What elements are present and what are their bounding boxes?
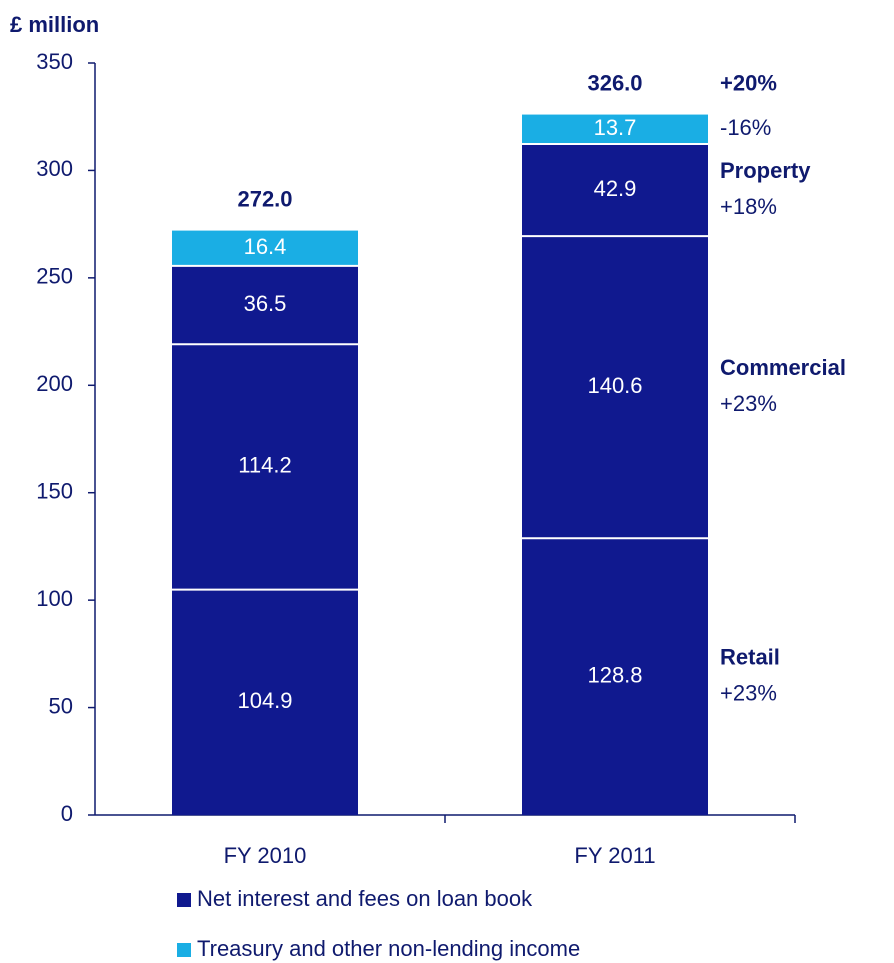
total-change: +20% [720, 70, 777, 95]
bar-segment [172, 344, 358, 590]
y-tick-label: 50 [49, 693, 73, 718]
segment-label: 104.9 [237, 688, 292, 713]
segment-label: 128.8 [587, 662, 642, 687]
series-name: Retail [720, 644, 780, 669]
bar-segment [522, 144, 708, 237]
series-change: +23% [720, 680, 777, 705]
y-tick-label: 150 [36, 479, 73, 504]
total-label: 326.0 [587, 70, 642, 95]
series-name: Property [720, 158, 811, 183]
x-tick-label: FY 2010 [224, 843, 307, 868]
bar-segment [172, 265, 358, 345]
legend-label: Net interest and fees on loan book [197, 886, 533, 911]
legend-swatch [177, 893, 191, 907]
total-label: 272.0 [237, 186, 292, 211]
segment-label: 16.4 [244, 234, 287, 259]
legend-swatch [177, 943, 191, 957]
segment-label: 36.5 [244, 291, 287, 316]
segment-label: 42.9 [594, 176, 637, 201]
y-tick-label: 350 [36, 49, 73, 74]
series-change: +23% [720, 391, 777, 416]
y-tick-label: 0 [61, 801, 73, 826]
y-tick-label: 100 [36, 586, 73, 611]
bar-segment [172, 230, 358, 266]
series-change: +18% [720, 194, 777, 219]
bar-segment [522, 236, 708, 539]
segment-label: 140.6 [587, 373, 642, 398]
y-tick-label: 200 [36, 371, 73, 396]
bar-segment [172, 589, 358, 815]
segment-label: 13.7 [594, 115, 637, 140]
series-name: Commercial [720, 355, 846, 380]
bar-segment [522, 114, 708, 145]
y-axis-label: £ million [10, 12, 99, 37]
bar-segment [522, 538, 708, 815]
x-tick-label: FY 2011 [574, 843, 655, 868]
series-change: -16% [720, 115, 771, 140]
y-tick-label: 300 [36, 156, 73, 181]
legend-label: Treasury and other non-lending income [197, 936, 580, 961]
segment-label: 114.2 [238, 453, 291, 478]
y-tick-label: 250 [36, 264, 73, 289]
